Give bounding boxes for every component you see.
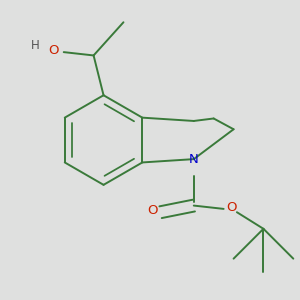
Text: O: O [227,201,237,214]
Text: O: O [147,204,158,217]
Text: O: O [49,44,59,57]
Text: H: H [31,39,40,52]
Text: N: N [189,153,199,166]
